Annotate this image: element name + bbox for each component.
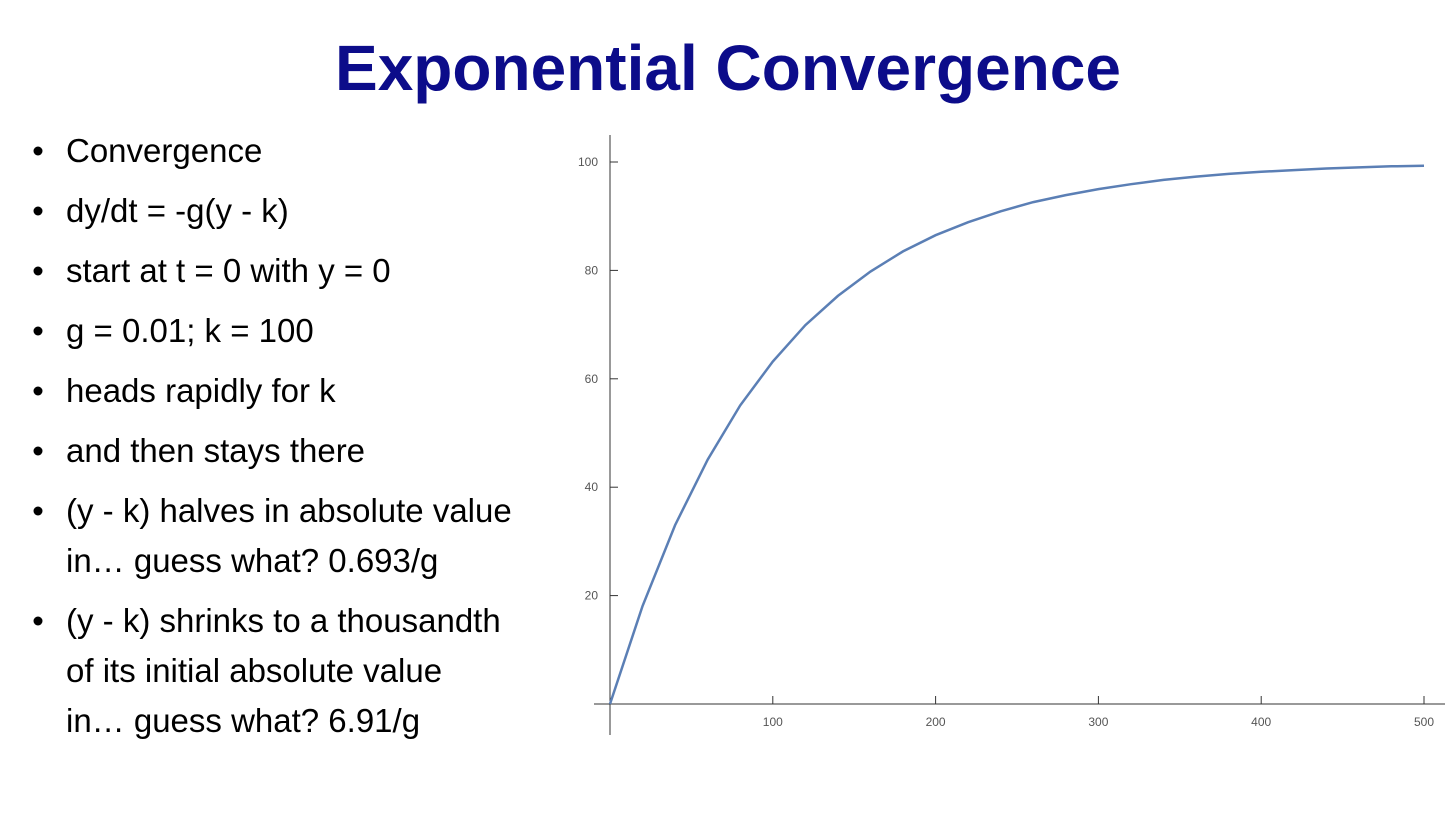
y-tick-label: 80: [585, 263, 599, 277]
bullet-dot: [33, 206, 43, 216]
bullet-text: g = 0.01; k = 100: [66, 312, 314, 349]
bullet-dot: [33, 616, 43, 626]
bullet-text: in… guess what? 6.91/g: [66, 702, 420, 739]
y-tick-label: 40: [585, 480, 599, 494]
x-tick-label: 100: [763, 715, 783, 729]
bullet-text: in… guess what? 0.693/g: [66, 542, 438, 579]
x-tick-label: 500: [1414, 715, 1434, 729]
bullet-dot: [33, 506, 43, 516]
curve: [608, 164, 1425, 705]
bullet-dot: [33, 326, 43, 336]
bullet-dot: [33, 386, 43, 396]
bullet-text: and then stays there: [66, 432, 365, 469]
slide-title: Exponential Convergence: [335, 32, 1121, 104]
bullet-text: dy/dt = -g(y - k): [66, 192, 289, 229]
bullet-text: of its initial absolute value: [66, 652, 442, 689]
bullet-text: Convergence: [66, 132, 262, 169]
y-tick-label: 20: [585, 589, 599, 603]
bullet-text: start at t = 0 with y = 0: [66, 252, 391, 289]
y-tick-label: 60: [585, 372, 599, 386]
chart: 20 40 60 80 100 100 200 300 400 500: [578, 135, 1445, 735]
x-tick-label: 200: [926, 715, 946, 729]
bullet-dot: [33, 146, 43, 156]
y-tick-label: 100: [578, 155, 598, 169]
bullet-text: (y - k) halves in absolute value: [66, 492, 512, 529]
bullet-text: (y - k) shrinks to a thousandth: [66, 602, 501, 639]
bullet-dot: [33, 266, 43, 276]
bullet-list: Convergence dy/dt = -g(y - k) start at t =…: [33, 132, 512, 739]
x-tick-label: 400: [1251, 715, 1271, 729]
bullet-text: heads rapidly for k: [66, 372, 336, 409]
bullet-dot: [33, 446, 43, 456]
x-tick-label: 300: [1088, 715, 1108, 729]
